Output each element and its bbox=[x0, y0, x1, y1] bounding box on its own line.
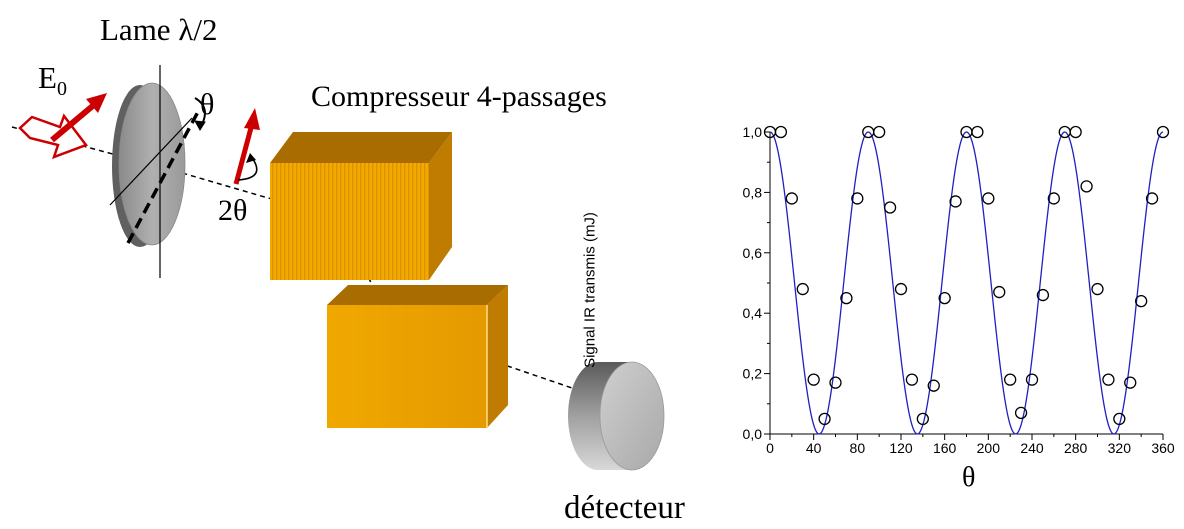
data-point bbox=[840, 291, 853, 305]
rotated-polarization-arrow bbox=[233, 108, 260, 185]
x-tick-label: 280 bbox=[1064, 440, 1088, 456]
data-point bbox=[927, 379, 940, 392]
data-point bbox=[1156, 125, 1170, 139]
e0-polarization-arrow bbox=[50, 93, 107, 143]
plate-axes bbox=[109, 65, 206, 278]
data-point bbox=[774, 125, 788, 139]
data-point bbox=[807, 373, 820, 386]
half-wave-plate bbox=[112, 82, 186, 247]
x-tick-label: 360 bbox=[1151, 440, 1175, 456]
y-tick-label: 0,0 bbox=[743, 426, 763, 442]
compressor-block-1 bbox=[270, 132, 452, 280]
data-point bbox=[916, 412, 929, 426]
chart-ticks bbox=[764, 131, 1164, 440]
double-theta-label: 2θ bbox=[218, 194, 248, 227]
data-point bbox=[1025, 373, 1039, 386]
data-point bbox=[851, 192, 864, 205]
data-point bbox=[1004, 373, 1017, 386]
data-point bbox=[1014, 406, 1028, 420]
data-point bbox=[829, 376, 842, 389]
data-point bbox=[1135, 294, 1148, 308]
x-tick-label: 0 bbox=[766, 440, 774, 456]
x-tick-label: 320 bbox=[1108, 440, 1132, 456]
x-tick-label: 40 bbox=[806, 440, 822, 456]
data-point bbox=[818, 412, 831, 426]
data-point bbox=[785, 192, 798, 205]
chart-axes bbox=[769, 132, 1163, 435]
data-point bbox=[1124, 376, 1137, 389]
laser-beam-path bbox=[11, 126, 573, 389]
data-point bbox=[982, 192, 995, 205]
theta-angle-label: θ bbox=[200, 88, 215, 121]
detector-label: détecteur bbox=[564, 490, 685, 526]
data-point bbox=[949, 195, 962, 208]
y-tick-label: 1,0 bbox=[743, 124, 763, 140]
e0-label-subscript: 0 bbox=[56, 78, 67, 101]
x-tick-label: 200 bbox=[977, 440, 1001, 456]
compressor-label: Compresseur 4-passages bbox=[311, 80, 607, 113]
x-tick-label: 240 bbox=[1020, 440, 1044, 456]
y-tick-label: 0,4 bbox=[743, 305, 763, 321]
data-point bbox=[1047, 192, 1060, 205]
data-point bbox=[873, 125, 886, 139]
fit-curve bbox=[769, 131, 1164, 435]
y-tick-label: 0,8 bbox=[743, 184, 763, 200]
data-point bbox=[1080, 180, 1093, 193]
data-points-layer bbox=[763, 125, 1170, 426]
e0-label: E0 bbox=[38, 60, 67, 101]
y-tick-label: 0,2 bbox=[743, 366, 763, 382]
y-axis-label: Signal IR transmis (mJ) bbox=[581, 212, 599, 368]
x-tick-label: 80 bbox=[850, 440, 866, 456]
y-tick-label: 0,6 bbox=[743, 245, 763, 261]
data-point bbox=[796, 282, 809, 296]
fit-curve-layer bbox=[769, 131, 1164, 435]
detector bbox=[568, 361, 665, 471]
compressor-block-2 bbox=[327, 285, 508, 428]
data-point bbox=[1145, 192, 1159, 205]
data-point bbox=[971, 125, 984, 139]
x-tick-label: 120 bbox=[889, 440, 913, 456]
data-point bbox=[1036, 288, 1050, 302]
x-tick-label: 160 bbox=[933, 440, 957, 456]
data-point bbox=[1091, 282, 1104, 296]
data-point bbox=[905, 373, 919, 386]
data-point bbox=[1069, 125, 1082, 139]
e0-label-main: E bbox=[38, 60, 57, 95]
data-point bbox=[1102, 373, 1115, 386]
data-point bbox=[938, 291, 951, 305]
waveplate-label: Lame λ/2 bbox=[100, 12, 218, 47]
data-point bbox=[894, 282, 908, 296]
chart-tick-labels: 0 40 80 120 160 200 240 280 320 360 0,0 0,2 0,4 0,6 0,… bbox=[743, 124, 1175, 456]
data-point bbox=[1113, 412, 1126, 426]
data-point bbox=[993, 285, 1006, 299]
x-axis-label: θ bbox=[962, 462, 976, 493]
data-point bbox=[883, 201, 897, 214]
